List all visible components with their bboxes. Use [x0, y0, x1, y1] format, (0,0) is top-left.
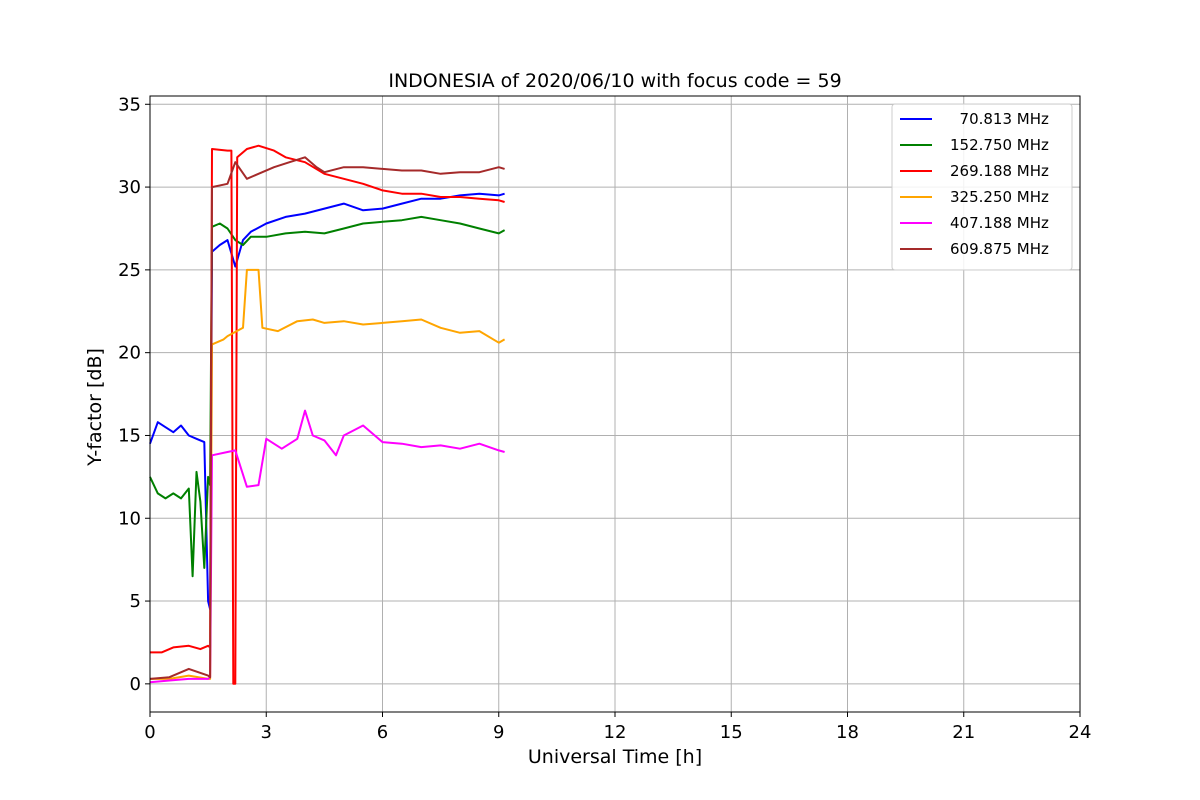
x-tick-label: 3 — [261, 722, 272, 743]
series-line — [149, 156, 505, 680]
legend-entry: 269.188 MHz — [950, 162, 1049, 180]
legend-entry: 609.875 MHz — [950, 240, 1049, 258]
x-tick-label: 15 — [720, 722, 743, 743]
x-axis-ticks: 0 3 6 9 12 15 18 21 24 — [144, 712, 1091, 743]
legend-entry: 325.250 MHz — [950, 188, 1049, 206]
series-line — [150, 144, 505, 685]
y-tick-label: 35 — [118, 94, 141, 115]
y-tick-label: 15 — [118, 425, 141, 446]
series-layer — [149, 144, 506, 685]
y-tick-label: 5 — [130, 591, 141, 612]
y-axis-label: Y-factor [dB] — [84, 348, 106, 467]
legend: 70.813 MHz 152.750 MHz 269.188 MHz 325.250 … — [891, 103, 1073, 271]
y-tick-label: 0 — [130, 674, 141, 695]
y-tick-label: 30 — [118, 177, 141, 198]
x-tick-label: 12 — [604, 722, 627, 743]
y-tick-label: 20 — [118, 343, 141, 364]
legend-entry: 70.813 MHz — [950, 110, 1049, 128]
y-axis-ticks: 0 5 10 15 20 25 30 35 — [118, 94, 150, 695]
series-line — [149, 192, 505, 611]
x-tick-label: 18 — [836, 722, 859, 743]
x-tick-label: 24 — [1069, 722, 1092, 743]
x-tick-label: 6 — [377, 722, 388, 743]
x-axis-label: Universal Time [h] — [528, 746, 702, 768]
x-tick-label: 0 — [144, 722, 155, 743]
y-tick-label: 25 — [118, 260, 141, 281]
y-tick-label: 10 — [118, 508, 141, 529]
legend-entry: 152.750 MHz — [950, 136, 1049, 154]
legend-box — [891, 103, 1073, 271]
chart-title: INDONESIA of 2020/06/10 with focus code … — [388, 70, 841, 92]
x-tick-label: 9 — [493, 722, 504, 743]
x-tick-label: 21 — [952, 722, 975, 743]
series-line — [149, 215, 506, 578]
legend-entry: 407.188 MHz — [950, 214, 1049, 232]
